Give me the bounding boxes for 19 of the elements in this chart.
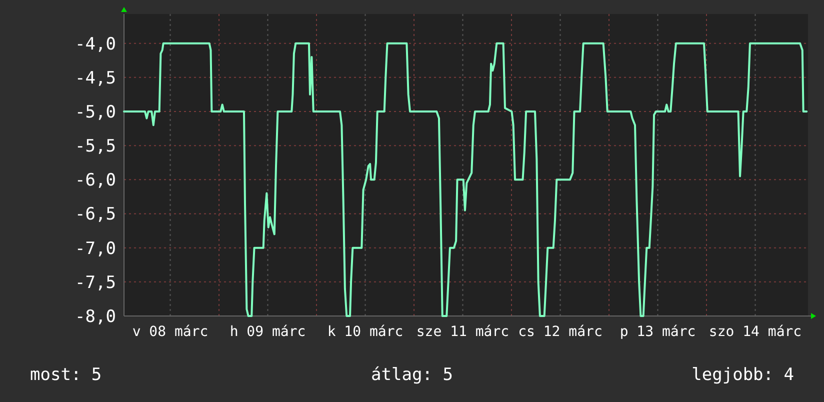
text: most: 5 — [30, 365, 102, 385]
y-tick-label: -5,0 — [75, 102, 116, 122]
y-tick-label: -5,5 — [75, 136, 116, 157]
y-tick-label: -4,0 — [75, 34, 116, 54]
y-tick-label: -6,5 — [75, 204, 116, 225]
x-tick-label: k 10 márc — [327, 324, 404, 340]
x-tick-label: h 09 márc — [230, 324, 306, 340]
text: legjobb: 4 — [692, 365, 794, 385]
x-tick-label: p 13 márc — [620, 324, 696, 340]
x-tick-label: cs 12 márc — [518, 324, 602, 340]
x-tick-label: szo 14 márc — [708, 324, 802, 340]
x-tick-label: sze 11 márc — [416, 324, 510, 340]
y-tick-label: -6,0 — [75, 170, 116, 191]
y-tick-label: -8,0 — [75, 306, 116, 327]
x-tick-label: v 08 márc — [132, 324, 208, 340]
y-tick-label: -4,5 — [75, 68, 116, 88]
y-tick-label: -7,5 — [75, 272, 116, 293]
y-tick-label: -7,0 — [75, 238, 116, 259]
text: átlag: 5 — [371, 365, 453, 385]
